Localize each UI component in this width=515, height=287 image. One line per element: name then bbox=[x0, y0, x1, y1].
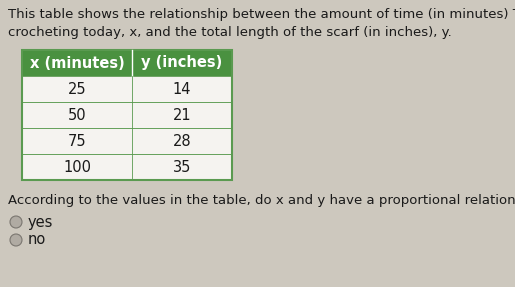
Text: x (minutes): x (minutes) bbox=[30, 55, 125, 71]
Circle shape bbox=[10, 216, 22, 228]
Text: 50: 50 bbox=[67, 108, 87, 123]
Bar bbox=[22, 50, 132, 76]
Text: 35: 35 bbox=[173, 160, 191, 174]
Bar bbox=[132, 50, 232, 76]
Bar bbox=[22, 102, 232, 128]
Text: yes: yes bbox=[28, 214, 54, 230]
Text: 25: 25 bbox=[67, 82, 87, 96]
Text: 14: 14 bbox=[173, 82, 191, 96]
Text: 21: 21 bbox=[173, 108, 191, 123]
Circle shape bbox=[10, 234, 22, 246]
Text: 100: 100 bbox=[63, 160, 91, 174]
Bar bbox=[22, 50, 232, 180]
Text: 75: 75 bbox=[67, 133, 87, 148]
Text: y (inches): y (inches) bbox=[142, 55, 222, 71]
Text: According to the values in the table, do x and y have a proportional relationshi: According to the values in the table, do… bbox=[8, 194, 515, 207]
Text: crocheting today, x, and the total length of the scarf (in inches), y.: crocheting today, x, and the total lengt… bbox=[8, 26, 452, 39]
Text: This table shows the relationship between the amount of time (in minutes) T: This table shows the relationship betwee… bbox=[8, 8, 515, 21]
Text: 28: 28 bbox=[173, 133, 191, 148]
Bar bbox=[22, 154, 232, 180]
Bar bbox=[22, 128, 232, 154]
Text: no: no bbox=[28, 232, 46, 247]
Bar bbox=[22, 76, 232, 102]
